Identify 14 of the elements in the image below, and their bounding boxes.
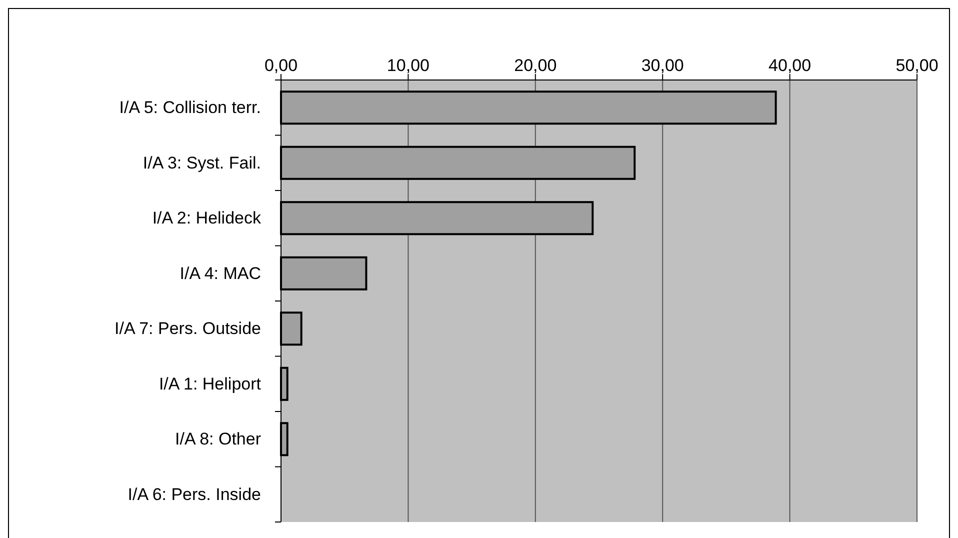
y-tick-label: I/A 2: Helideck bbox=[152, 208, 262, 228]
x-tick-label: 20,00 bbox=[514, 56, 557, 75]
y-tick-label: I/A 3: Syst. Fail. bbox=[142, 153, 261, 172]
x-tick-label: 0,00 bbox=[264, 56, 298, 75]
x-tick-label: 10,00 bbox=[386, 56, 430, 75]
y-tick-label: I/A 7: Pers. Outside bbox=[114, 319, 261, 338]
y-tick-label: I/A 6: Pers. Inside bbox=[128, 484, 261, 504]
x-tick-label: 30,00 bbox=[641, 56, 684, 75]
y-tick-label: I/A 8: Other bbox=[175, 430, 262, 449]
x-tick-label: 40,00 bbox=[768, 56, 812, 75]
y-tick-label: I/A 4: MAC bbox=[180, 264, 261, 283]
x-tick-label: 50,00 bbox=[896, 56, 938, 75]
y-tick-label: I/A 1: Heliport bbox=[158, 374, 262, 394]
y-tick-label: I/A 5: Collision terr. bbox=[119, 98, 261, 118]
